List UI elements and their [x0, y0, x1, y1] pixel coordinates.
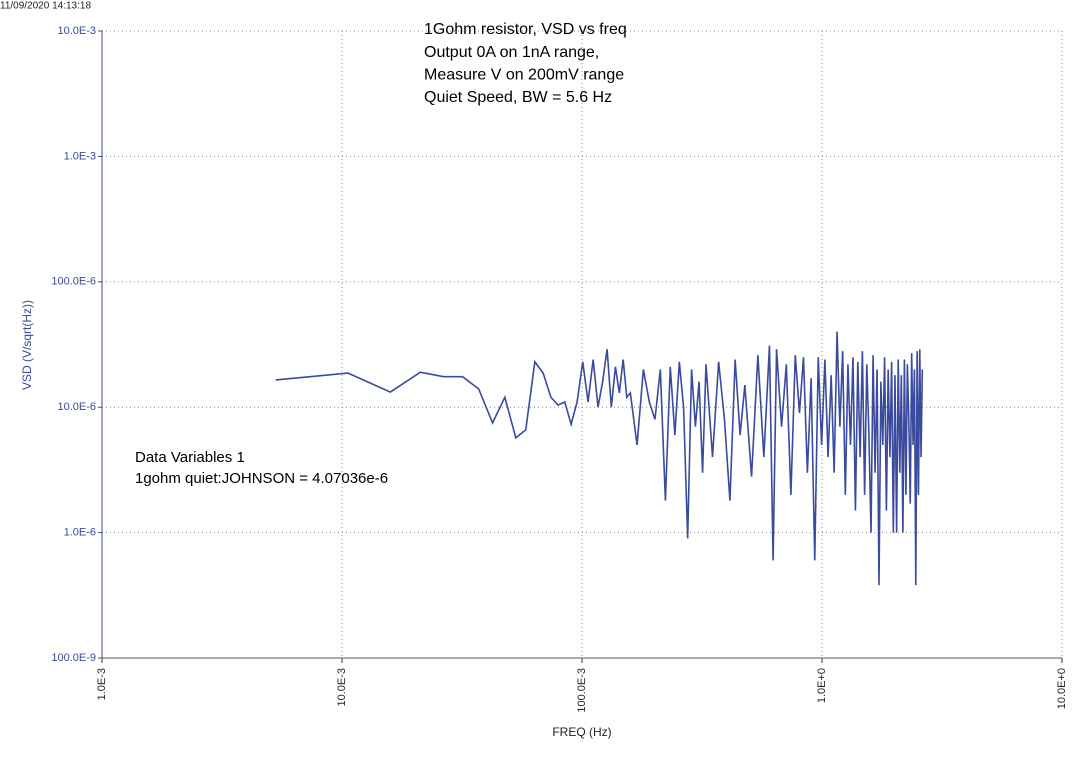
title-line: Quiet Speed, BW = 5.6 Hz — [424, 89, 612, 106]
x-tick-label: 100.0E-3 — [576, 668, 588, 713]
y-tick-label: 100.0E-9 — [51, 652, 96, 664]
y-tick-label: 100.0E-6 — [51, 276, 96, 288]
x-tick-label: 1.0E+0 — [816, 668, 828, 703]
x-tick-label: 10.0E+0 — [1056, 668, 1068, 709]
y-axis-label: VSD (V/sqrt(Hz)) — [20, 300, 34, 390]
y-tick-label: 1.0E-3 — [64, 150, 96, 162]
annotation: 1gohm quiet:JOHNSON = 4.07036e-6 — [135, 470, 388, 487]
annotation: Data Variables 1 — [135, 449, 245, 466]
y-tick-label: 10.0E-6 — [57, 401, 96, 413]
y-tick-label: 10.0E-3 — [57, 25, 96, 37]
x-tick-label: 10.0E-3 — [336, 668, 348, 707]
title-line: 1Gohm resistor, VSD vs freq — [424, 21, 627, 38]
x-tick-label: 1.0E-3 — [96, 668, 108, 700]
y-tick-label: 1.0E-6 — [64, 527, 96, 539]
title-line: Measure V on 200mV range — [424, 66, 624, 83]
title-line: Output 0A on 1nA range, — [424, 44, 599, 61]
x-axis-label: FREQ (Hz) — [552, 725, 611, 739]
data-line — [275, 331, 924, 586]
timestamp: 11/09/2020 14:13:18 — [0, 1, 91, 12]
